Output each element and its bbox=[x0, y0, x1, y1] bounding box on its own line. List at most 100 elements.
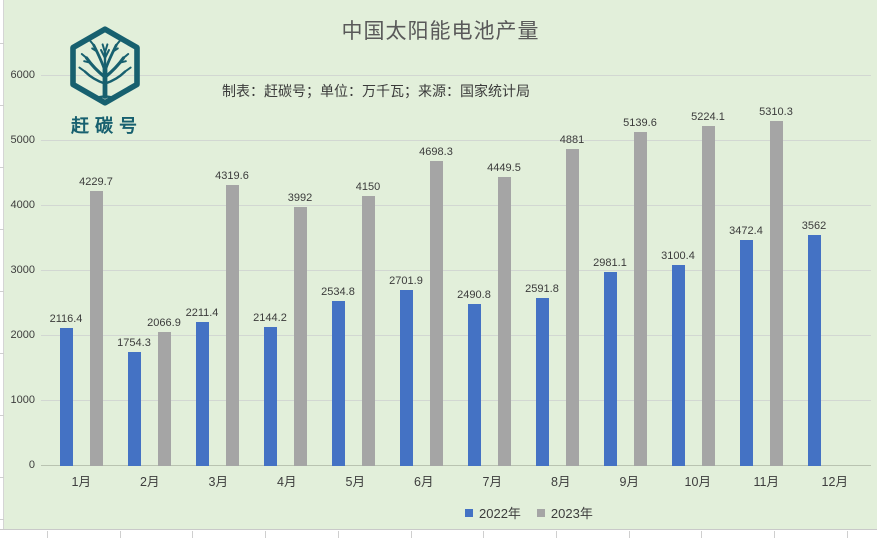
bar-slot-2023年-9月: 5139.6 bbox=[623, 117, 657, 466]
legend-item-2023年[interactable]: 2023年 bbox=[536, 503, 593, 522]
data-label-2023年-4月: 3992 bbox=[287, 191, 313, 204]
worksheet-column-border bbox=[847, 531, 848, 538]
bar-slot-2022年-10月: 3100.4 bbox=[661, 250, 695, 466]
worksheet-column-border bbox=[338, 531, 339, 538]
data-label-2023年-11月: 5310.3 bbox=[759, 105, 793, 118]
bar-2022年-7月[interactable] bbox=[467, 304, 481, 466]
bar-2022年-8月[interactable] bbox=[535, 297, 549, 466]
data-label-2022年-5月: 2534.8 bbox=[321, 286, 355, 299]
bar-slot-2023年-6月: 4698.3 bbox=[419, 146, 453, 466]
legend-label: 2023年 bbox=[550, 506, 593, 521]
bar-slot-2022年-1月: 2116.4 bbox=[50, 313, 82, 466]
bar-2022年-11月[interactable] bbox=[739, 240, 753, 466]
bar-2022年-3月[interactable] bbox=[195, 322, 209, 466]
x-axis-label-3月: 3月 bbox=[208, 475, 228, 489]
bar-slot-2022年-4月: 2144.2 bbox=[253, 312, 287, 466]
month-group-10月: 3100.4 5224.1 bbox=[659, 76, 727, 466]
legend-item-2022年[interactable]: 2022年 bbox=[465, 503, 521, 522]
bar-2023年-3月[interactable] bbox=[225, 185, 239, 466]
legend-swatch-icon bbox=[536, 508, 545, 517]
bar-2022年-5月[interactable] bbox=[331, 301, 345, 466]
worksheet-row-border bbox=[0, 291, 4, 292]
bar-slot-2022年-3月: 2211.4 bbox=[186, 307, 218, 466]
data-label-2022年-8月: 2591.8 bbox=[525, 282, 559, 295]
month-group-7月: 2490.8 4449.5 bbox=[455, 76, 523, 466]
data-label-2022年-4月: 2144.2 bbox=[253, 311, 287, 324]
bar-2023年-11月[interactable] bbox=[769, 120, 783, 466]
bar-2022年-1月[interactable] bbox=[59, 328, 73, 466]
data-label-2023年-2月: 2066.9 bbox=[147, 316, 181, 329]
bar-2023年-7月[interactable] bbox=[497, 176, 511, 466]
x-axis: 1月 2月 3月 4月 5月 6月 7月 8月 9月 10月 11月 12月 bbox=[47, 471, 869, 490]
x-axis-line bbox=[41, 465, 871, 466]
bar-2022年-6月[interactable] bbox=[399, 290, 413, 466]
worksheet-row-border bbox=[0, 229, 4, 230]
worksheet-row-border bbox=[0, 105, 4, 106]
month-group-9月: 2981.1 5139.6 bbox=[591, 76, 659, 466]
x-axis-label-4月: 4月 bbox=[277, 475, 297, 489]
bar-slot-2022年-6月: 2701.9 bbox=[389, 275, 423, 466]
bar-2023年-4月[interactable] bbox=[293, 206, 307, 466]
worksheet-bottom-cells bbox=[0, 529, 877, 538]
x-axis-label-11月: 11月 bbox=[753, 475, 779, 489]
data-label-2023年-5月: 4150 bbox=[355, 181, 381, 194]
x-axis-label-5月: 5月 bbox=[345, 475, 365, 489]
worksheet-left-cells bbox=[0, 0, 4, 537]
month-group-8月: 2591.8 4881 bbox=[523, 76, 591, 466]
bar-slot-2023年-4月: 3992 bbox=[288, 192, 312, 466]
bar-2022年-10月[interactable] bbox=[671, 264, 685, 466]
gridline-5000 bbox=[41, 140, 871, 141]
month-group-2月: 1754.3 2066.9 bbox=[115, 76, 183, 466]
bar-slot-2023年-10月: 5224.1 bbox=[691, 111, 725, 466]
data-label-2023年-3月: 4319.6 bbox=[215, 170, 249, 183]
bar-2023年-1月[interactable] bbox=[89, 191, 103, 466]
legend-label: 2022年 bbox=[479, 506, 521, 521]
bar-2022年-9月[interactable] bbox=[603, 272, 617, 466]
bar-2023年-2月[interactable] bbox=[157, 331, 171, 466]
gridline-4000 bbox=[41, 205, 871, 206]
bar-2022年-2月[interactable] bbox=[127, 352, 141, 466]
y-tick-label-5000: 5000 bbox=[10, 134, 35, 146]
data-label-2023年-7月: 4449.5 bbox=[487, 161, 521, 174]
bar-2023年-6月[interactable] bbox=[429, 160, 443, 466]
gridline-3000 bbox=[41, 270, 871, 271]
bar-2023年-9月[interactable] bbox=[633, 131, 647, 466]
bars-area: 2116.4 4229.7 1754.3 2066.9 2211.4 4319.6 2144… bbox=[47, 76, 863, 466]
y-tick-label-0: 0 bbox=[28, 459, 35, 471]
x-axis-label-7月: 7月 bbox=[482, 475, 502, 489]
chart-subtitle: 制表：赶碳号；单位：万千瓦；来源：国家统计局 bbox=[222, 83, 530, 99]
bar-slot-2023年-1月: 4229.7 bbox=[79, 176, 113, 466]
bar-2023年-8月[interactable] bbox=[565, 148, 579, 466]
worksheet-row-border bbox=[0, 519, 4, 520]
worksheet-column-border bbox=[701, 531, 702, 538]
gridline-2000 bbox=[41, 335, 871, 336]
logo-tree-hexagon-icon bbox=[70, 26, 140, 106]
month-group-1月: 2116.4 4229.7 bbox=[47, 76, 115, 466]
data-label-2023年-10月: 5224.1 bbox=[691, 111, 725, 124]
data-label-2023年-6月: 4698.3 bbox=[419, 145, 453, 158]
bar-slot-2023年-3月: 4319.6 bbox=[215, 170, 249, 466]
logo-text: 赶碳号 bbox=[71, 116, 143, 136]
data-label-2023年-1月: 4229.7 bbox=[79, 176, 113, 189]
chart-container[interactable]: 2116.4 4229.7 1754.3 2066.9 2211.4 4319.6 2144… bbox=[4, 0, 877, 529]
worksheet-column-border bbox=[483, 531, 484, 538]
data-label-2023年-9月: 5139.6 bbox=[623, 116, 657, 129]
bar-2022年-12月[interactable] bbox=[807, 234, 821, 466]
x-axis-label-2月: 2月 bbox=[140, 475, 160, 489]
data-label-2022年-3月: 2211.4 bbox=[185, 307, 219, 320]
bar-slot-2023年-5月: 4150 bbox=[356, 181, 380, 466]
data-label-2022年-12月: 3562 bbox=[801, 219, 827, 232]
worksheet-column-border bbox=[556, 531, 557, 538]
month-group-4月: 2144.2 3992 bbox=[251, 76, 319, 466]
bar-slot-2023年-7月: 4449.5 bbox=[487, 162, 521, 466]
bar-2022年-4月[interactable] bbox=[263, 326, 277, 466]
bar-2023年-10月[interactable] bbox=[701, 126, 715, 466]
y-tick-label-4000: 4000 bbox=[10, 199, 35, 211]
bar-2023年-5月[interactable] bbox=[361, 196, 375, 466]
worksheet-row-border bbox=[0, 415, 4, 416]
y-axis: 0 1000 2000 3000 4000 5000 6000 bbox=[4, 0, 35, 529]
plot-area: 2116.4 4229.7 1754.3 2066.9 2211.4 4319.6 2144… bbox=[41, 75, 871, 466]
bar-slot-2022年-12月: 3562 bbox=[802, 220, 826, 466]
worksheet-column-border bbox=[192, 531, 193, 538]
x-axis-label-10月: 10月 bbox=[684, 475, 711, 489]
